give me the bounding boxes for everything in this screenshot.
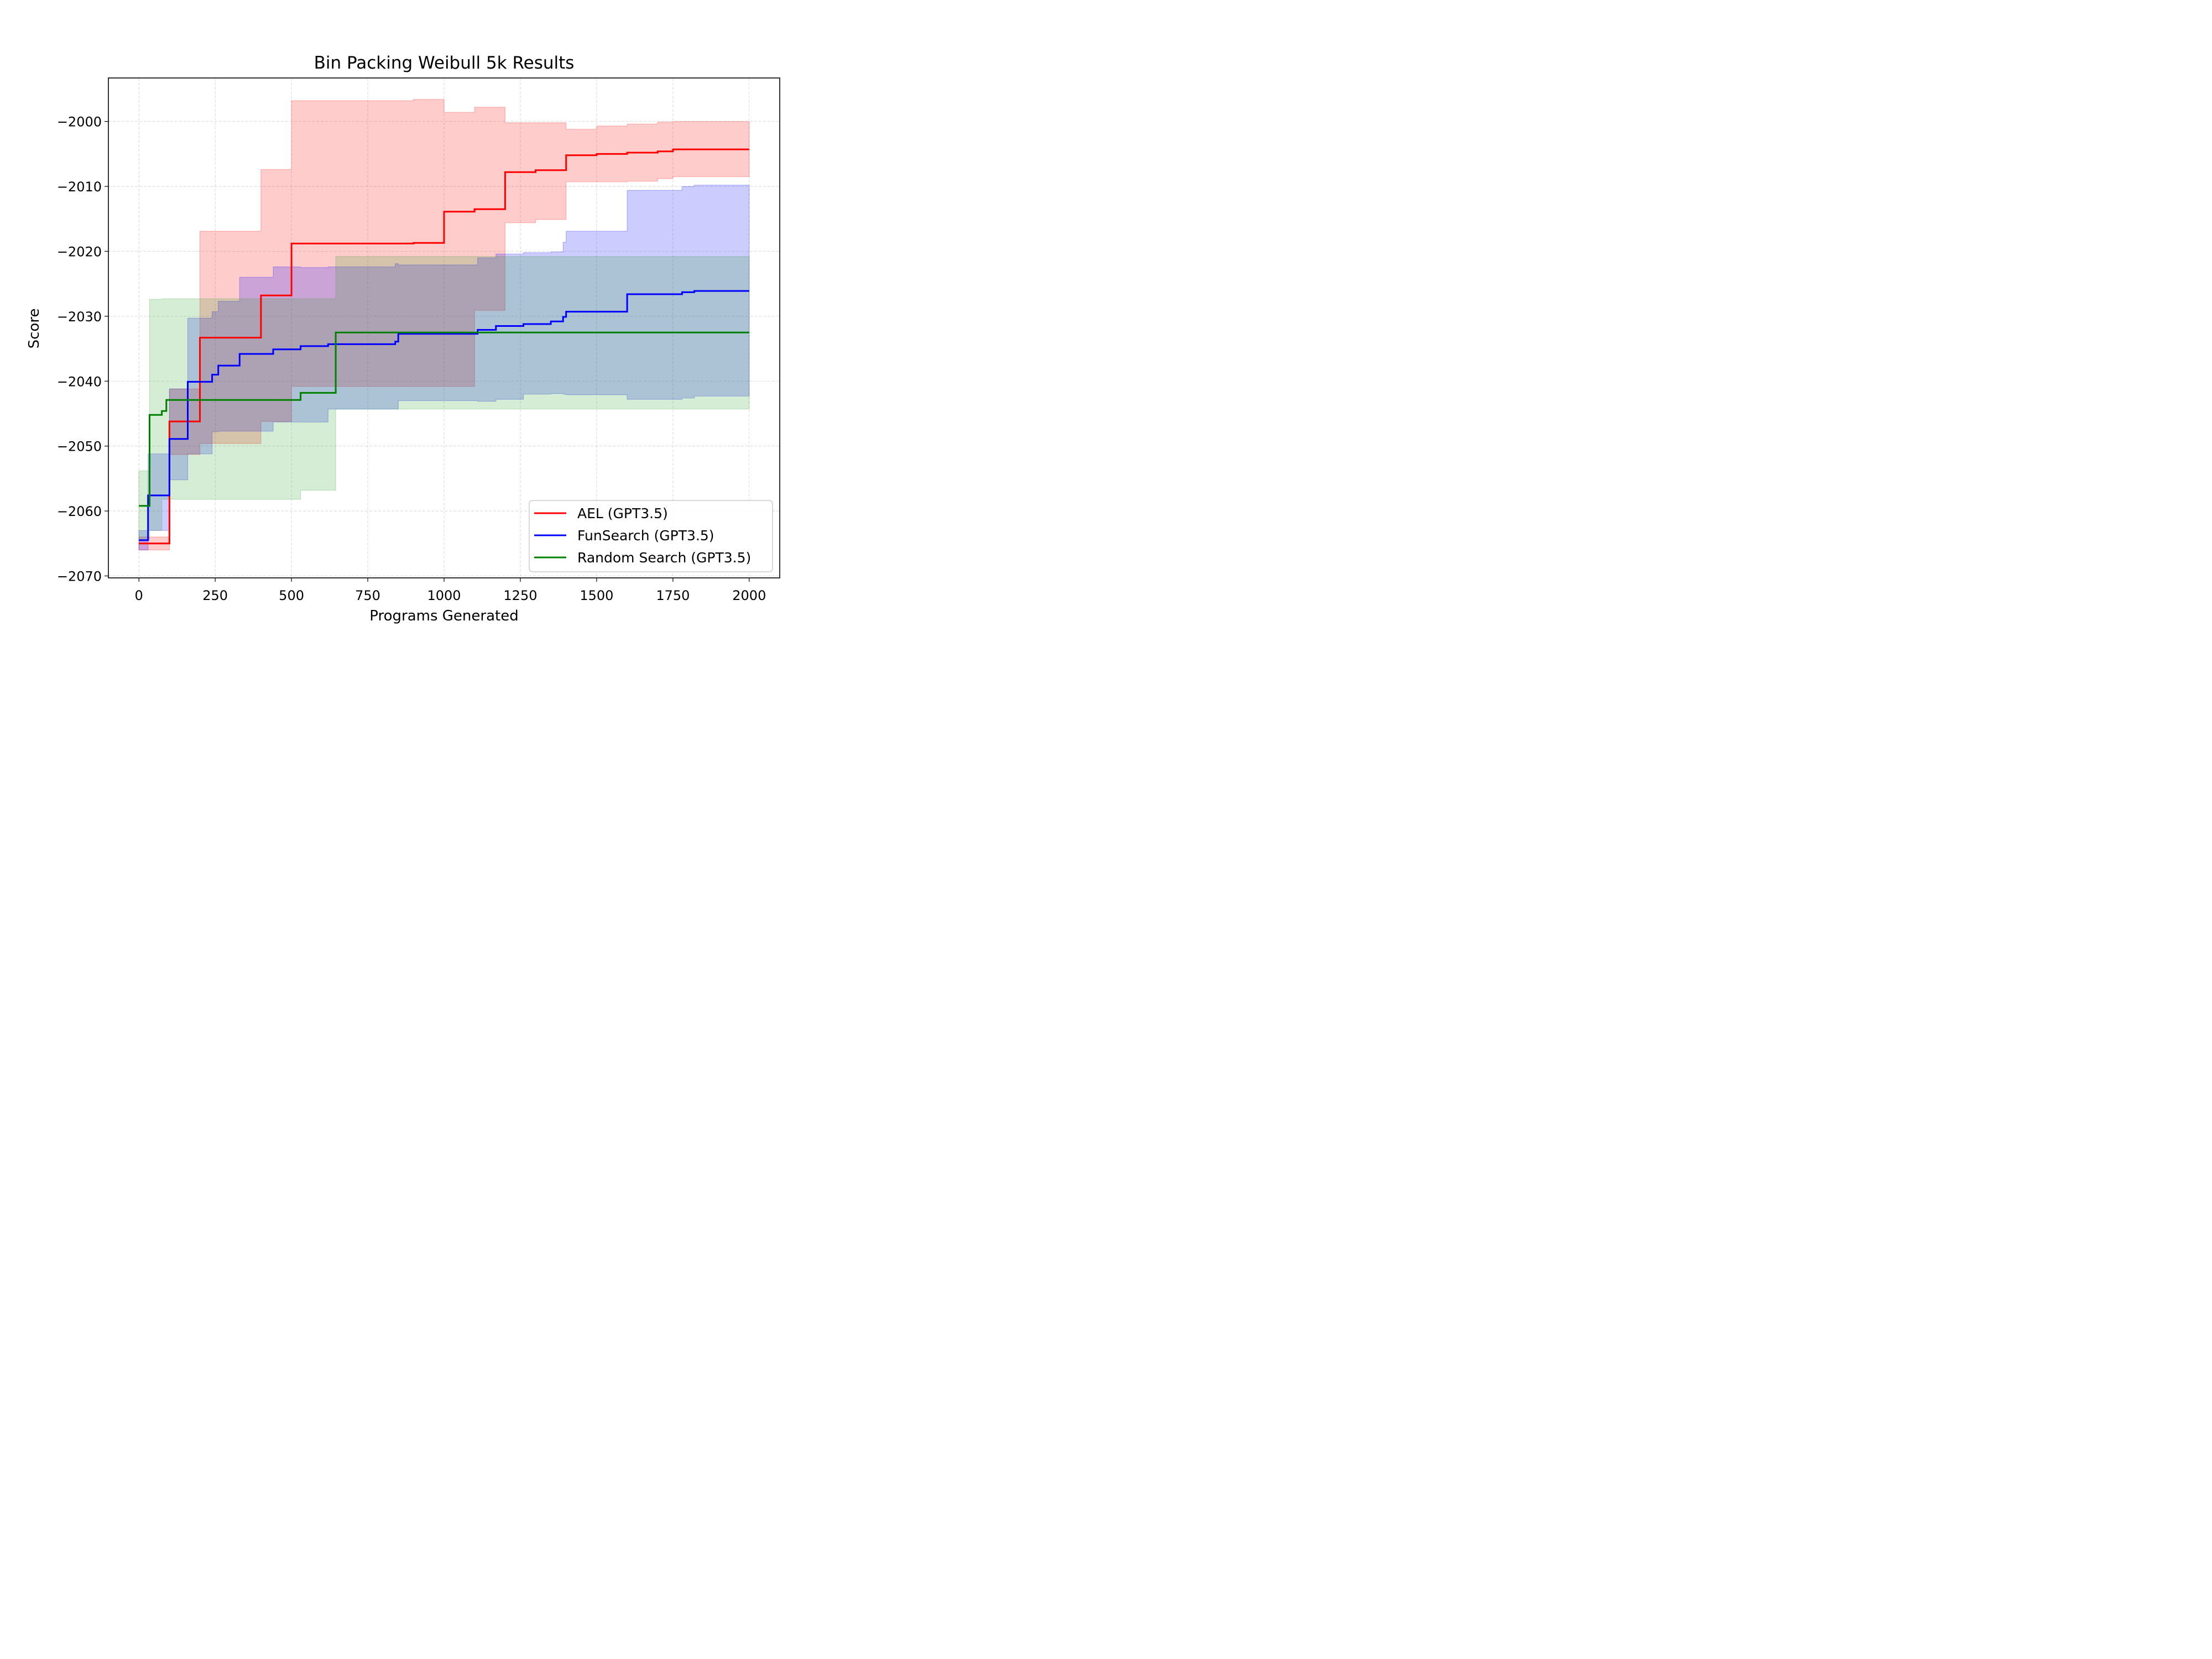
legend: AEL (GPT3.5) FunSearch (GPT3.5) Random Sea…: [529, 500, 773, 572]
chart-title: Bin Packing Weibull 5k Results: [314, 53, 575, 73]
line-series-2: [139, 290, 749, 541]
line-series-3: [139, 331, 749, 507]
legend-label: AEL (GPT3.5): [577, 505, 668, 521]
band-series-3: [138, 256, 750, 540]
x-axis-ticks: 0 250 500 750 1000 1250 1500 1750 2000: [135, 578, 766, 603]
x-tick-label: 1250: [503, 588, 537, 603]
y-axis-ticks: −2070 −2060 −2050 −2040 −2030 −2020 −2010 −2000: [57, 114, 108, 584]
legend-label: FunSearch (GPT3.5): [577, 528, 714, 544]
x-tick-label: 1750: [656, 588, 690, 603]
x-tick-label: 500: [279, 588, 304, 603]
legend-box: [529, 500, 773, 572]
grid: [108, 78, 780, 578]
x-tick-label: 0: [135, 588, 143, 603]
y-tick-label: −2070: [57, 568, 102, 584]
x-tick-label: 250: [202, 588, 228, 603]
line-series-1: [139, 148, 749, 545]
band-series-1: [138, 99, 750, 551]
x-axis-label: Programs Generated: [369, 608, 518, 624]
x-tick-label: 750: [355, 588, 380, 603]
legend-label: Random Search (GPT3.5): [577, 550, 751, 566]
y-axis-label: Score: [26, 309, 43, 349]
y-tick-label: −2060: [57, 504, 102, 519]
y-tick-label: −2000: [57, 114, 102, 130]
y-tick-label: −2010: [57, 179, 102, 195]
y-tick-label: −2020: [57, 244, 102, 259]
x-tick-label: 1000: [427, 588, 461, 603]
x-tick-label: 2000: [732, 588, 766, 603]
chart: Bin Packing Weibull 5k Results 0 250 500 75…: [26, 53, 780, 624]
x-tick-label: 1500: [580, 588, 613, 603]
y-tick-label: −2030: [57, 309, 102, 325]
y-tick-label: −2050: [57, 439, 102, 455]
series-lines: [139, 148, 749, 545]
y-tick-label: −2040: [57, 374, 102, 389]
